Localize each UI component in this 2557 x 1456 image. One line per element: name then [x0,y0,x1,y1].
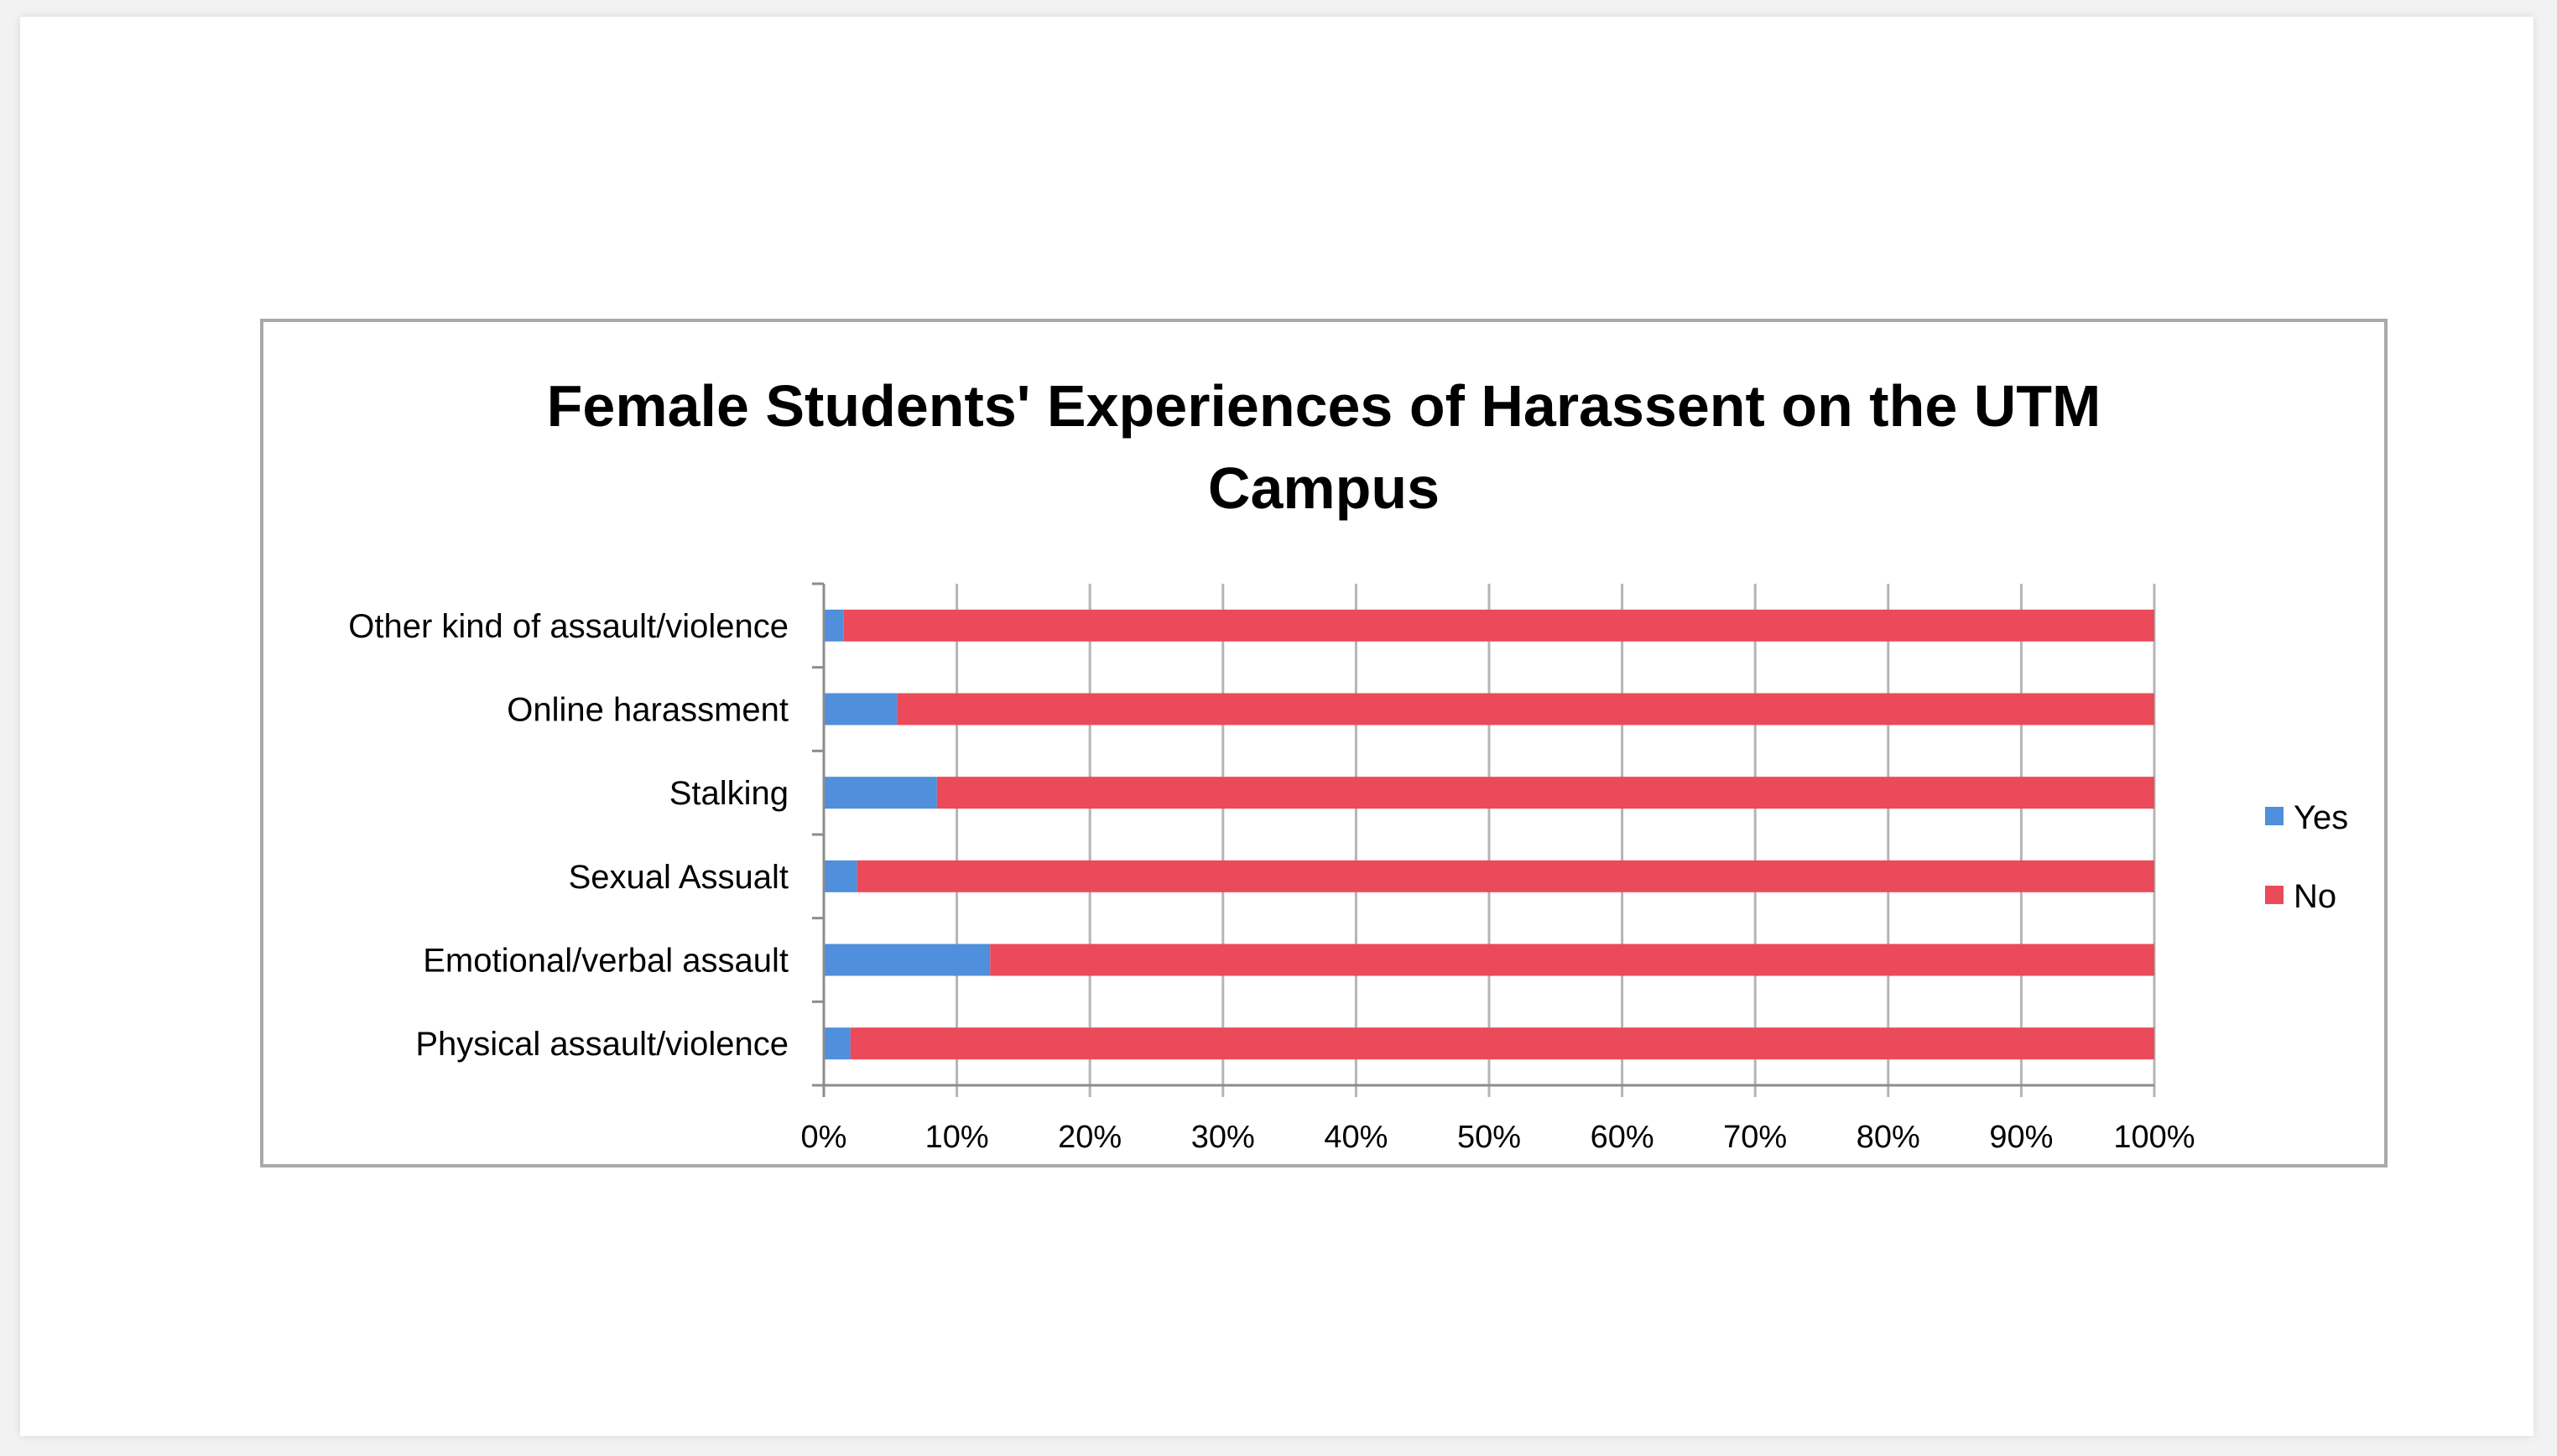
category-label: Emotional/verbal assault [423,943,789,980]
bar-yes [824,693,898,725]
x-tick-label: 100% [2113,1120,2195,1155]
bar-no [857,860,2154,892]
axes [812,582,2154,1097]
legend-swatch-yes [2265,807,2284,825]
bars [824,609,2154,1060]
chart-title: Female Students' Experiences of Harassen… [547,373,2101,521]
category-label: Stalking [669,775,789,812]
category-label: Other kind of assault/violence [348,608,789,645]
x-tick-label: 90% [1989,1120,2053,1155]
chart-frame: Female Students' Experiences of Harassen… [260,319,2388,1167]
legend-swatch-no [2265,886,2284,904]
x-tick-label: 50% [1457,1120,1521,1155]
gridlines [956,584,2156,1097]
page: Female Students' Experiences of Harassen… [20,17,2534,1436]
stacked-bar-chart: Female Students' Experiences of Harassen… [348,373,2348,1155]
x-tick-label: 80% [1857,1120,1920,1155]
bar-no [990,944,2154,976]
x-tick-label: 30% [1191,1120,1255,1155]
x-tick-labels: 0% 10% 20% 30% 40% 50% 60% 70% 80% 90% 100% [801,1120,2195,1155]
bar-yes [824,944,991,976]
x-tick-label: 0% [801,1120,847,1155]
legend-label-yes: Yes [2294,799,2348,836]
bar-yes [824,1027,851,1060]
bar-yes [824,777,937,809]
chart-title-line: Campus [1208,455,1440,521]
x-tick-label: 10% [925,1120,989,1155]
x-tick-label: 60% [1591,1120,1654,1155]
x-tick-label: 70% [1723,1120,1787,1155]
x-tick-label: 40% [1324,1120,1388,1155]
category-labels: Other kind of assault/violence Online har… [348,608,789,1063]
chart-title-line: Female Students' Experiences of Harassen… [547,373,2101,439]
x-tick-label: 20% [1058,1120,1122,1155]
category-label: Sexual Assualt [569,859,789,896]
bar-no [843,609,2154,642]
legend-label-no: No [2294,878,2336,915]
bar-no [897,693,2154,725]
category-label: Physical assault/violence [415,1026,789,1063]
bar-yes [824,860,857,892]
legend: Yes No [2265,799,2348,915]
bar-no [936,777,2154,809]
category-label: Online harassment [507,692,789,729]
bar-yes [824,609,844,642]
bar-no [850,1027,2154,1060]
